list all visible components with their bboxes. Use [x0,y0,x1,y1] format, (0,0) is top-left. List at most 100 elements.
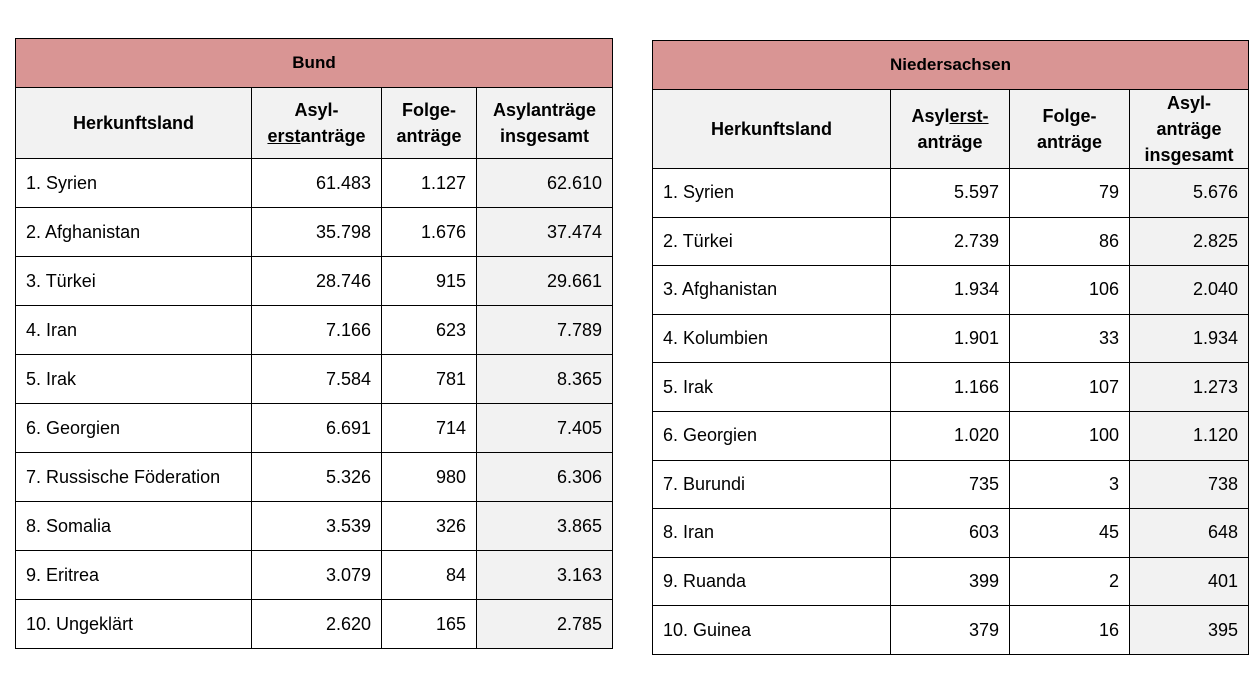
niedersachsen-table-row: 9. Ruanda 399 2 401 [652,556,1250,607]
bund-cell-first-applications: 35.798 [251,207,382,257]
bund-cell-first-applications: 61.483 [251,158,382,208]
bund-header-first-line1: Asyl- [294,100,339,120]
niedersachsen-title-row: Niedersachsen [651,40,1250,90]
niedersachsen-cell-first-applications: 5.597 [890,168,1010,218]
bund-table-row: 6. Georgien 6.691 714 7.405 [15,403,613,453]
niedersachsen-cell-follow-applications: 106 [1009,265,1130,315]
bund-cell-first-applications: 6.691 [251,403,382,453]
bund-cell-total: 3.163 [476,550,613,600]
bund-cell-total: 8.365 [476,354,613,404]
bund-header-first-applications: Asyl- erstanträge [251,87,382,159]
niedersachsen-cell-total: 2.040 [1128,265,1250,315]
niedersachsen-header-first-hyphen: - [982,106,989,126]
niedersachsen-cell-total: 738 [1128,459,1250,510]
niedersachsen-cell-first-applications: 379 [890,605,1010,655]
bund-cell-follow-applications: 165 [381,599,477,649]
niedersachsen-cell-follow-applications: 100 [1009,410,1130,461]
niedersachsen-cell-first-applications: 2.739 [890,216,1010,267]
bund-header-first-underlined: erst [267,126,301,146]
niedersachsen-cell-country: 9. Ruanda [652,556,891,607]
niedersachsen-header-first-pre: Asyl [911,106,950,126]
bund-table-row: 8. Somalia 3.539 326 3.865 [15,501,613,551]
niedersachsen-cell-country: 1. Syrien [652,168,891,218]
bund-title-row: Bund [15,38,613,88]
bund-table: Bund Herkunftsland Asyl- erstanträge Fol… [15,38,613,649]
niedersachsen-table-row: 3. Afghanistan 1.934 106 2.040 [652,265,1250,315]
bund-cell-first-applications: 7.584 [251,354,382,404]
niedersachsen-cell-total: 395 [1128,605,1250,655]
bund-cell-first-applications: 3.079 [251,550,382,600]
bund-cell-first-applications: 7.166 [251,305,382,355]
niedersachsen-cell-total: 1.273 [1128,362,1250,412]
bund-cell-first-applications: 5.326 [251,452,382,502]
niedersachsen-table-row: 6. Georgien 1.020 100 1.120 [652,410,1250,461]
niedersachsen-table-row: 2. Türkei 2.739 86 2.825 [652,216,1250,267]
bund-cell-country: 3. Türkei [15,256,252,306]
bund-table-body: 1. Syrien 61.483 1.127 62.610 2. Afghanistan… [15,158,613,649]
niedersachsen-cell-follow-applications: 3 [1009,459,1130,510]
niedersachsen-cell-country: 4. Kolumbien [652,313,891,364]
niedersachsen-cell-follow-applications: 16 [1009,605,1130,655]
bund-header-follow-applications: Folge- anträge [381,87,477,159]
bund-cell-follow-applications: 1.127 [381,158,477,208]
niedersachsen-header-first-line2: anträge [917,132,983,152]
niedersachsen-cell-total: 2.825 [1128,216,1250,267]
bund-header-row: Herkunftsland Asyl- erstanträge Folge- a… [15,87,613,159]
bund-cell-country: 1. Syrien [15,158,252,208]
bund-cell-country: 7. Russische Föderation [15,452,252,502]
bund-cell-first-applications: 3.539 [251,501,382,551]
niedersachsen-cell-first-applications: 1.020 [890,410,1010,461]
bund-cell-country: 6. Georgien [15,403,252,453]
niedersachsen-cell-follow-applications: 79 [1009,168,1130,218]
niedersachsen-header-total-line3: insgesamt [1144,145,1234,165]
niedersachsen-cell-country: 5. Irak [652,362,891,412]
niedersachsen-header-follow-line1: Folge- [1042,106,1097,126]
bund-cell-country: 9. Eritrea [15,550,252,600]
niedersachsen-cell-total: 648 [1128,508,1250,558]
bund-cell-country: 10. Ungeklärt [15,599,252,649]
bund-table-row: 10. Ungeklärt 2.620 165 2.785 [15,599,613,649]
bund-table-row: 7. Russische Föderation 5.326 980 6.306 [15,452,613,502]
niedersachsen-cell-first-applications: 399 [890,556,1010,607]
niedersachsen-header-total-line1: Asyl- [1167,93,1212,113]
bund-cell-follow-applications: 980 [381,452,477,502]
niedersachsen-table-row: 7. Burundi 735 3 738 [652,459,1250,510]
niedersachsen-cell-total: 5.676 [1128,168,1250,218]
niedersachsen-cell-first-applications: 603 [890,508,1010,558]
bund-cell-total: 2.785 [476,599,613,649]
bund-header-country: Herkunftsland [15,87,252,159]
niedersachsen-header-follow-line2: anträge [1036,132,1103,152]
niedersachsen-cell-country: 6. Georgien [652,410,891,461]
niedersachsen-cell-country: 8. Iran [652,508,891,558]
niedersachsen-cell-first-applications: 735 [890,459,1010,510]
niedersachsen-cell-country: 7. Burundi [652,459,891,510]
niedersachsen-cell-total: 1.120 [1128,410,1250,461]
bund-header-follow-line1: Folge- [402,100,456,120]
niedersachsen-cell-follow-applications: 45 [1009,508,1130,558]
bund-table-row: 9. Eritrea 3.079 84 3.163 [15,550,613,600]
niedersachsen-cell-follow-applications: 33 [1009,313,1130,364]
niedersachsen-cell-first-applications: 1.166 [890,362,1010,412]
niedersachsen-cell-country: 3. Afghanistan [652,265,891,315]
bund-cell-total: 6.306 [476,452,613,502]
niedersachsen-cell-country: 10. Guinea [652,605,891,655]
bund-table-row: 3. Türkei 28.746 915 29.661 [15,256,613,306]
bund-cell-follow-applications: 84 [381,550,477,600]
niedersachsen-table-row: 10. Guinea 379 16 395 [652,605,1250,655]
bund-cell-follow-applications: 781 [381,354,477,404]
bund-header-total: Asylanträge insgesamt [476,87,613,159]
bund-cell-follow-applications: 915 [381,256,477,306]
bund-cell-follow-applications: 714 [381,403,477,453]
bund-cell-follow-applications: 326 [381,501,477,551]
bund-cell-first-applications: 2.620 [251,599,382,649]
bund-cell-follow-applications: 1.676 [381,207,477,257]
niedersachsen-header-first-underlined: erst [949,106,983,126]
bund-cell-country: 8. Somalia [15,501,252,551]
bund-cell-total: 62.610 [476,158,613,208]
bund-table-row: 5. Irak 7.584 781 8.365 [15,354,613,404]
niedersachsen-cell-follow-applications: 2 [1009,556,1130,607]
bund-cell-country: 4. Iran [15,305,252,355]
bund-title: Bund [15,38,613,88]
bund-cell-country: 5. Irak [15,354,252,404]
niedersachsen-table-row: 4. Kolumbien 1.901 33 1.934 [652,313,1250,364]
